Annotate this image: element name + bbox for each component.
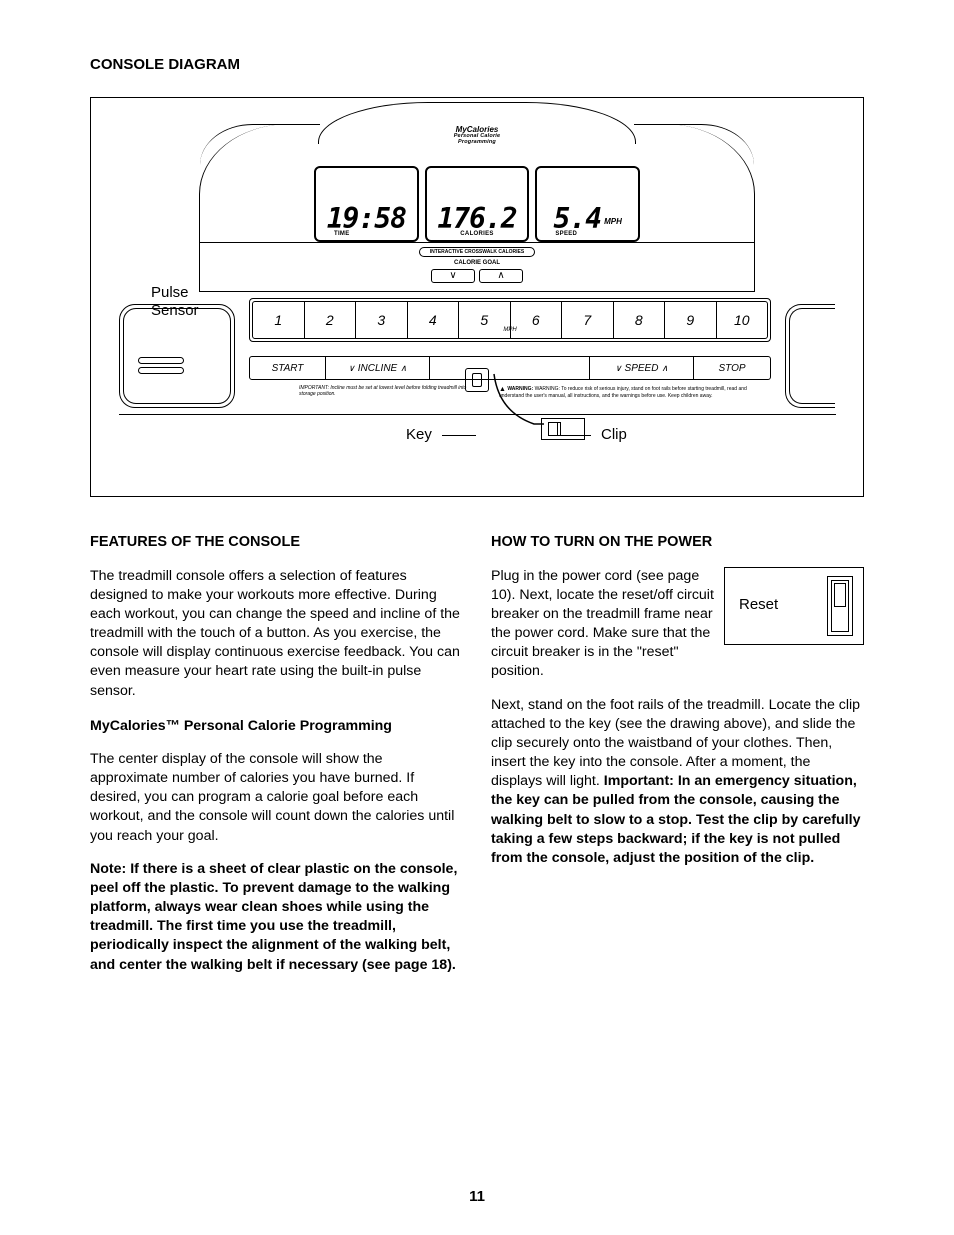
calorie-goal-strip: INTERACTIVE CROSSWALK CALORIES CALORIE G… [199, 242, 755, 292]
clip-callout: Clip [601, 426, 627, 443]
pulse-sensor-label: Pulse Sensor [151, 284, 199, 320]
reset-figure: Reset [724, 567, 864, 645]
cal-up-button[interactable]: ∧ [479, 269, 523, 283]
speed-2-button[interactable]: 2 [305, 302, 357, 338]
speed-7-button[interactable]: 7 [562, 302, 614, 338]
brand-label: MyCalories Personal Calorie Programming [422, 126, 532, 146]
interactive-label: INTERACTIVE CROSSWALK CALORIES [419, 247, 535, 257]
speed-8-button[interactable]: 8 [614, 302, 666, 338]
body-text: Next, stand on the foot rails of the tre… [491, 696, 864, 869]
speed-1-button[interactable]: 1 [253, 302, 305, 338]
page-title: CONSOLE DIAGRAM [90, 56, 864, 73]
body-text: The treadmill console offers a selection… [90, 567, 463, 701]
stop-button[interactable]: STOP [694, 357, 770, 379]
reset-label: Reset [739, 595, 778, 615]
key-icon [465, 368, 489, 402]
body-text: The center display of the console will s… [90, 750, 463, 846]
features-heading: FEATURES OF THE CONSOLE [90, 533, 463, 553]
speed-number-row: 12345678910 MPH [249, 298, 771, 342]
reset-switch-icon [827, 576, 853, 636]
cord-icon [489, 372, 569, 432]
speed-3-button[interactable]: 3 [356, 302, 408, 338]
page-number: 11 [469, 1188, 485, 1205]
speed-4-button[interactable]: 4 [408, 302, 460, 338]
power-heading: HOW TO TURN ON THE POWER [491, 533, 864, 553]
speed-10-button[interactable]: 10 [717, 302, 768, 338]
speed-buttons[interactable]: ∨SPEED∧ [590, 357, 694, 379]
key-callout: Key [406, 426, 432, 443]
right-pad [785, 304, 835, 408]
speed-9-button[interactable]: 9 [665, 302, 717, 338]
console-diagram: MyCalories Personal Calorie Programming … [90, 97, 864, 497]
note-text: Note: If there is a sheet of clear plast… [90, 860, 463, 975]
display-calories: 176.2 CALORIES [425, 166, 530, 242]
display-speed: 5.4MPH SPEED [535, 166, 640, 242]
speed-6-button[interactable]: 6 [511, 302, 563, 338]
mycalories-heading: MyCalories™ Personal Calorie Programming [90, 717, 463, 736]
left-column: FEATURES OF THE CONSOLE The treadmill co… [90, 533, 463, 989]
calorie-goal-label: CALORIE GOAL [454, 260, 500, 266]
display-time: 19:58 TIME [314, 166, 419, 242]
right-column: HOW TO TURN ON THE POWER Reset Plug in t… [491, 533, 864, 989]
start-button[interactable]: START [250, 357, 326, 379]
incline-buttons[interactable]: ∨INCLINE∧ [326, 357, 430, 379]
mph-label: MPH [503, 327, 516, 333]
cal-down-button[interactable]: ∨ [431, 269, 475, 283]
